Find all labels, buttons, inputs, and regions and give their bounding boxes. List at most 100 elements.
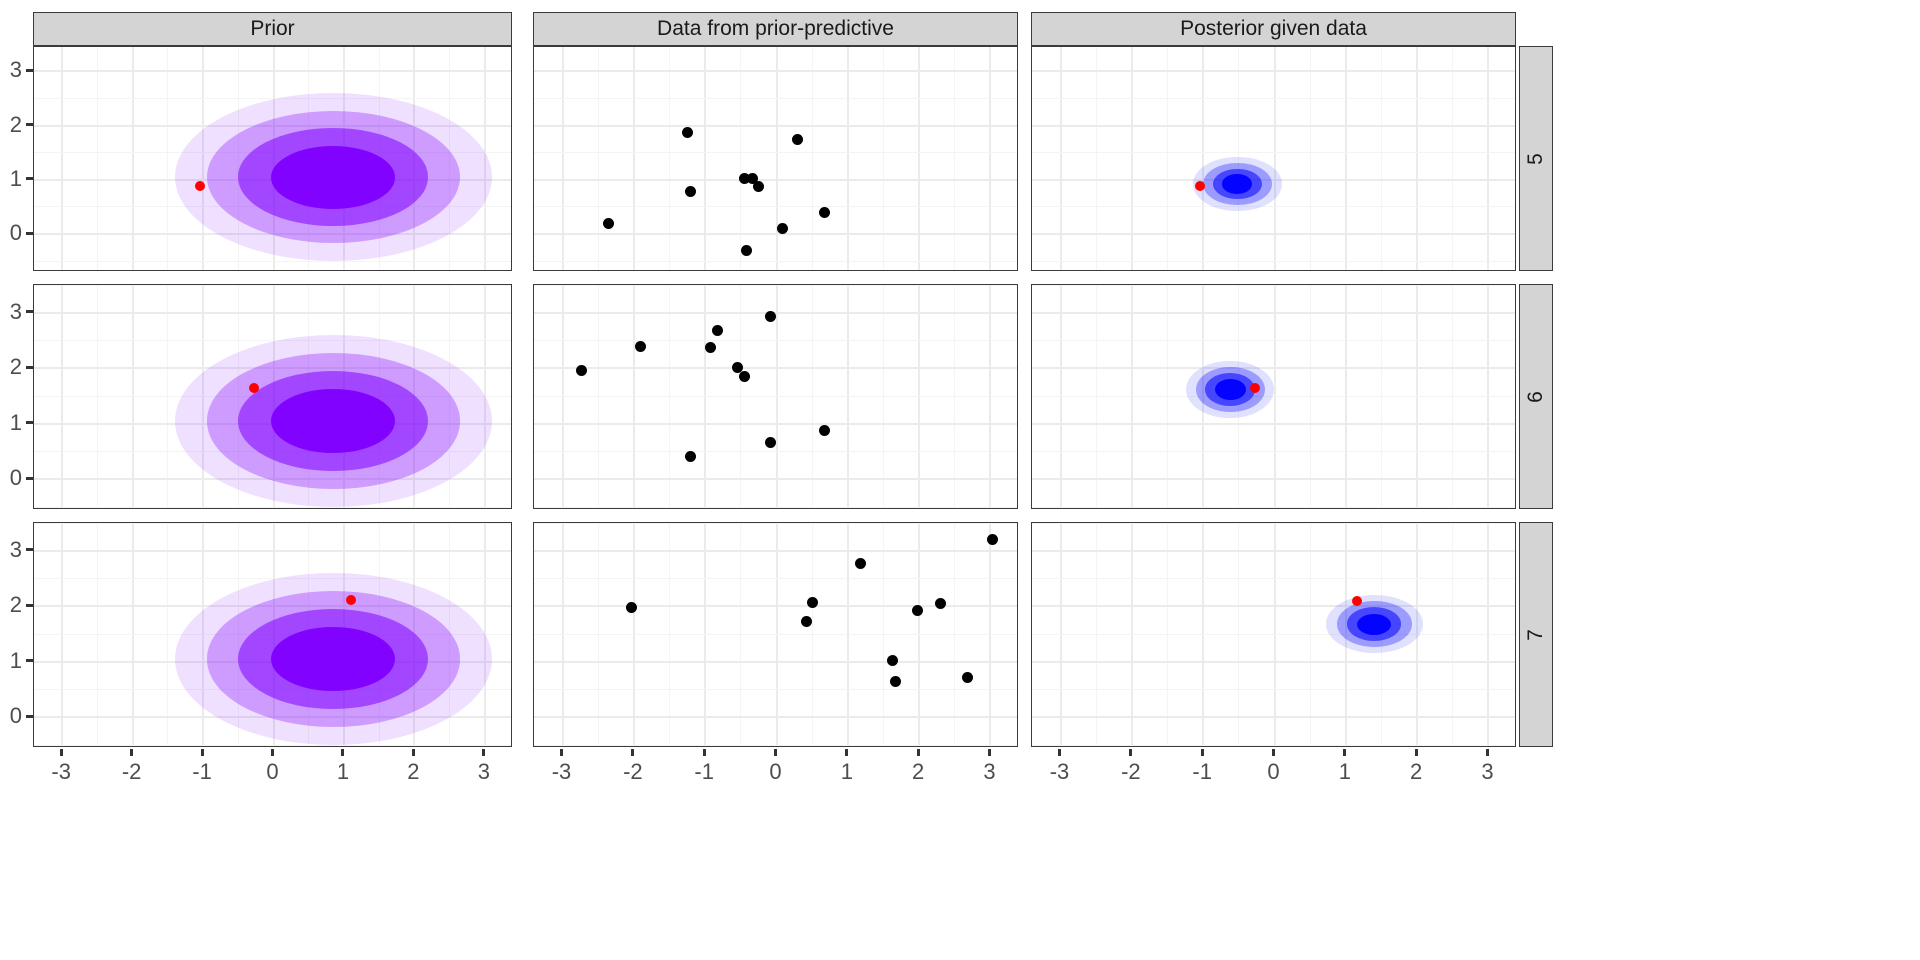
grid-minor-vertical xyxy=(1238,47,1240,270)
grid-major-vertical xyxy=(846,47,849,270)
panel-plot-area xyxy=(1032,523,1515,746)
grid-minor-horizontal xyxy=(34,260,511,262)
x-axis-tick-mark xyxy=(59,749,63,756)
x-axis-tick-mark xyxy=(987,749,991,756)
data-point xyxy=(738,172,750,184)
panel-prior-row-7 xyxy=(33,522,512,747)
strip-title-col-1: Prior xyxy=(33,12,512,46)
panel-posterior-given-data-row-5 xyxy=(1031,46,1516,271)
posterior-contour-level-4 xyxy=(1357,613,1392,635)
grid-minor-horizontal xyxy=(34,744,511,746)
grid-minor-horizontal xyxy=(1032,451,1515,453)
prior-contour-level-4 xyxy=(271,626,396,692)
x-axis-tick-mark xyxy=(1129,749,1133,756)
panel-prior-row-5 xyxy=(33,46,512,271)
grid-minor-vertical xyxy=(1095,47,1097,270)
grid-minor-horizontal xyxy=(1032,260,1515,262)
x-axis-tick-mark xyxy=(1485,749,1489,756)
grid-major-horizontal xyxy=(1032,605,1515,608)
grid-major-horizontal xyxy=(534,124,1017,127)
grid-major-vertical xyxy=(1202,47,1205,270)
grid-major-horizontal xyxy=(34,549,511,552)
grid-minor-horizontal xyxy=(1032,340,1515,342)
data-point xyxy=(792,134,804,146)
panel-data-from-prior-predictive-row-6 xyxy=(533,284,1018,509)
panel-plot-area xyxy=(34,285,511,508)
grid-major-horizontal xyxy=(34,233,511,236)
data-point xyxy=(685,186,697,198)
grid-major-vertical xyxy=(561,47,564,270)
grid-minor-horizontal xyxy=(1032,523,1515,524)
grid-minor-vertical xyxy=(740,47,742,270)
grid-minor-vertical xyxy=(811,47,813,270)
strip-title-text: Posterior given data xyxy=(1180,17,1367,40)
data-point xyxy=(855,557,867,569)
grid-major-vertical xyxy=(1059,47,1062,270)
grid-major-vertical xyxy=(704,47,707,270)
panel-posterior-given-data-row-6 xyxy=(1031,284,1516,509)
x-axis-tick-mark xyxy=(271,749,274,756)
strip-title-text: 5 xyxy=(1524,152,1547,165)
grid-minor-horizontal xyxy=(534,506,1017,508)
grid-minor-horizontal xyxy=(534,578,1017,580)
y-axis-tick-mark xyxy=(26,123,33,127)
prior-contour-level-4 xyxy=(271,388,396,454)
strip-title-row-6: 6 xyxy=(1519,284,1553,509)
x-axis-tick-mark xyxy=(774,749,777,756)
grid-major-vertical xyxy=(1416,47,1419,270)
grid-major-horizontal xyxy=(534,311,1017,314)
grid-major-horizontal xyxy=(534,605,1017,608)
y-axis-tick-mark xyxy=(26,659,33,663)
grid-major-vertical xyxy=(1487,47,1490,270)
grid-minor-vertical xyxy=(1380,47,1382,270)
data-point xyxy=(962,671,974,683)
true-value-point xyxy=(248,382,259,393)
panel-plot-area xyxy=(534,523,1017,746)
grid-minor-vertical xyxy=(597,47,599,270)
grid-major-horizontal xyxy=(1032,178,1515,181)
x-axis-tick-label: 0 xyxy=(266,759,279,784)
data-point xyxy=(806,596,818,608)
grid-major-vertical xyxy=(632,47,635,270)
grid-major-horizontal xyxy=(534,367,1017,370)
grid-minor-vertical xyxy=(954,47,956,270)
y-axis-tick-label: 3 xyxy=(9,536,22,562)
grid-minor-horizontal xyxy=(534,633,1017,635)
x-axis-tick-label: 3 xyxy=(477,759,490,784)
strip-title-row-7: 7 xyxy=(1519,522,1553,747)
true-value-point xyxy=(345,594,356,605)
x-axis-tick-label: -1 xyxy=(694,759,714,784)
y-axis-tick-label: 3 xyxy=(9,57,22,83)
x-axis-tick-label: -3 xyxy=(1049,759,1070,784)
panel-plot-area xyxy=(34,47,511,270)
x-axis-tick-label: 1 xyxy=(336,759,350,784)
true-value-point xyxy=(1351,595,1362,606)
data-point xyxy=(765,311,777,323)
x-axis-tick-label: -1 xyxy=(192,759,212,784)
x-axis-tick-label: -3 xyxy=(51,759,71,784)
grid-major-horizontal xyxy=(534,70,1017,73)
x-axis-tick-mark xyxy=(702,749,706,756)
x-axis-tick-mark xyxy=(916,749,920,756)
grid-minor-horizontal xyxy=(534,523,1017,524)
x-axis-tick-mark xyxy=(200,749,204,756)
grid-major-vertical xyxy=(775,47,778,270)
grid-major-vertical xyxy=(61,47,64,270)
y-axis-tick-label: 0 xyxy=(9,465,22,491)
y-axis-tick-label: 0 xyxy=(9,703,22,729)
grid-major-vertical xyxy=(202,47,205,270)
x-axis-tick-mark xyxy=(411,749,415,756)
grid-minor-vertical xyxy=(167,47,169,270)
grid-minor-vertical xyxy=(882,47,884,270)
grid-minor-vertical xyxy=(1309,47,1311,270)
grid-major-vertical xyxy=(483,47,486,270)
grid-minor-horizontal xyxy=(534,395,1017,397)
y-axis-tick-mark xyxy=(26,365,33,369)
grid-minor-horizontal xyxy=(534,285,1017,286)
x-axis-tick-mark xyxy=(631,749,635,756)
x-axis-tick-label: 2 xyxy=(407,759,420,784)
grid-major-vertical xyxy=(918,47,921,270)
grid-major-vertical xyxy=(989,47,992,270)
panel-plot-area xyxy=(1032,47,1515,270)
